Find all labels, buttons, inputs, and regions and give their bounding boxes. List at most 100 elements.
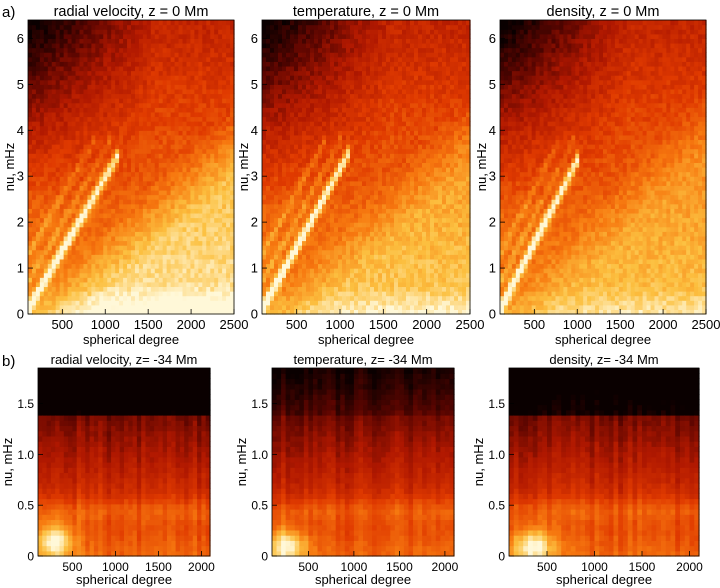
heatmap-cell bbox=[154, 167, 160, 173]
heatmap-cell bbox=[282, 88, 287, 95]
heatmap-cell bbox=[127, 157, 132, 163]
heatmap-cell bbox=[134, 268, 140, 274]
heatmap-cell bbox=[79, 245, 85, 251]
heatmap-cell bbox=[83, 144, 89, 150]
heatmap-cell bbox=[154, 29, 160, 35]
heatmap-cell bbox=[142, 203, 148, 209]
heatmap-cell bbox=[314, 281, 319, 288]
heatmap-cell bbox=[270, 272, 275, 278]
heatmap-cell bbox=[330, 222, 335, 228]
heatmap-cell bbox=[63, 203, 69, 209]
heatmap-cell bbox=[330, 107, 335, 113]
heatmap-cell bbox=[302, 189, 307, 196]
heatmap-cell bbox=[230, 29, 235, 35]
heatmap-cell bbox=[127, 217, 132, 223]
heatmap-cell bbox=[302, 56, 307, 62]
heatmap-cell bbox=[226, 300, 231, 306]
heatmap-cell bbox=[226, 88, 231, 95]
heatmap-cell bbox=[51, 171, 57, 177]
heatmap-cell bbox=[270, 121, 275, 127]
heatmap-cell bbox=[87, 38, 92, 44]
heatmap-cell bbox=[302, 84, 307, 90]
heatmap-cell bbox=[67, 212, 73, 219]
heatmap-cell bbox=[146, 185, 152, 191]
heatmap-cell bbox=[51, 130, 57, 136]
heatmap-cell bbox=[43, 222, 49, 228]
heatmap-cell bbox=[334, 217, 339, 223]
heatmap-cell bbox=[338, 254, 343, 260]
heatmap-cell bbox=[210, 88, 215, 95]
heatmap-cell bbox=[354, 286, 359, 292]
heatmap-cell bbox=[262, 240, 267, 246]
heatmap-cell bbox=[178, 130, 184, 136]
heatmap-cell bbox=[306, 281, 311, 288]
heatmap-cell bbox=[262, 38, 267, 44]
heatmap-cell bbox=[63, 20, 69, 26]
heatmap-cell bbox=[222, 194, 227, 200]
heatmap-cell bbox=[278, 125, 283, 131]
heatmap-cell bbox=[91, 88, 96, 95]
heatmap-cell bbox=[342, 121, 347, 127]
heatmap-cell bbox=[138, 167, 144, 173]
heatmap-cell bbox=[330, 130, 335, 136]
heatmap-cell bbox=[270, 263, 275, 269]
heatmap-cell bbox=[95, 38, 100, 44]
heatmap-cell bbox=[294, 38, 299, 44]
heatmap-cell bbox=[302, 47, 307, 53]
heatmap-cell bbox=[71, 93, 77, 99]
heatmap-cell bbox=[202, 33, 207, 39]
heatmap-cell bbox=[91, 93, 96, 99]
heatmap-cell bbox=[99, 272, 104, 278]
heatmap-cell bbox=[150, 134, 156, 141]
heatmap-cell bbox=[79, 203, 85, 209]
heatmap-cell bbox=[282, 263, 287, 269]
heatmap-cell bbox=[306, 199, 311, 205]
heatmap-cell bbox=[330, 24, 335, 30]
heatmap-cell bbox=[71, 167, 77, 173]
heatmap-cell bbox=[330, 295, 335, 301]
heatmap-cell bbox=[35, 180, 41, 186]
plot-frame bbox=[27, 19, 235, 315]
heatmap-cell bbox=[302, 258, 307, 265]
heatmap-cell bbox=[31, 304, 37, 310]
heatmap-cell bbox=[111, 111, 116, 118]
heatmap-cell bbox=[127, 79, 132, 85]
heatmap-cell bbox=[43, 29, 49, 35]
heatmap-cell bbox=[358, 70, 363, 76]
heatmap-cell bbox=[115, 203, 120, 209]
heatmap-cell bbox=[202, 153, 207, 159]
heatmap-cell bbox=[43, 263, 49, 269]
heatmap-cell bbox=[202, 148, 207, 154]
heatmap-cell bbox=[274, 185, 279, 191]
heatmap-cell bbox=[350, 134, 355, 141]
heatmap-cell bbox=[270, 111, 275, 118]
heatmap-cell bbox=[354, 70, 359, 76]
heatmap-cell bbox=[330, 84, 335, 90]
heatmap-cell bbox=[322, 157, 327, 163]
heatmap-cell bbox=[142, 309, 148, 315]
heatmap-cell bbox=[95, 240, 100, 246]
heatmap-cell bbox=[290, 245, 295, 251]
heatmap-cell bbox=[318, 235, 323, 242]
heatmap-cell bbox=[111, 121, 116, 127]
heatmap-cell bbox=[338, 189, 343, 196]
heatmap-cell bbox=[306, 20, 311, 26]
heatmap-cell bbox=[87, 304, 92, 310]
heatmap-cell bbox=[218, 281, 223, 288]
heatmap-cell bbox=[290, 249, 295, 255]
heatmap-cell bbox=[170, 309, 176, 315]
heatmap-cell bbox=[362, 277, 367, 283]
heatmap-cell bbox=[146, 144, 152, 150]
heatmap-cell bbox=[294, 33, 299, 39]
heatmap-cell bbox=[170, 254, 176, 260]
heatmap-cell bbox=[71, 258, 77, 265]
heatmap-cell bbox=[346, 121, 351, 127]
heatmap-cell bbox=[99, 75, 104, 81]
heatmap-cell bbox=[282, 75, 287, 81]
heatmap-cell bbox=[174, 125, 180, 131]
heatmap-cell bbox=[314, 309, 319, 315]
heatmap-cell bbox=[47, 88, 53, 95]
heatmap-cell bbox=[99, 286, 104, 292]
heatmap-cell bbox=[218, 162, 223, 168]
heatmap-cell bbox=[358, 125, 363, 131]
